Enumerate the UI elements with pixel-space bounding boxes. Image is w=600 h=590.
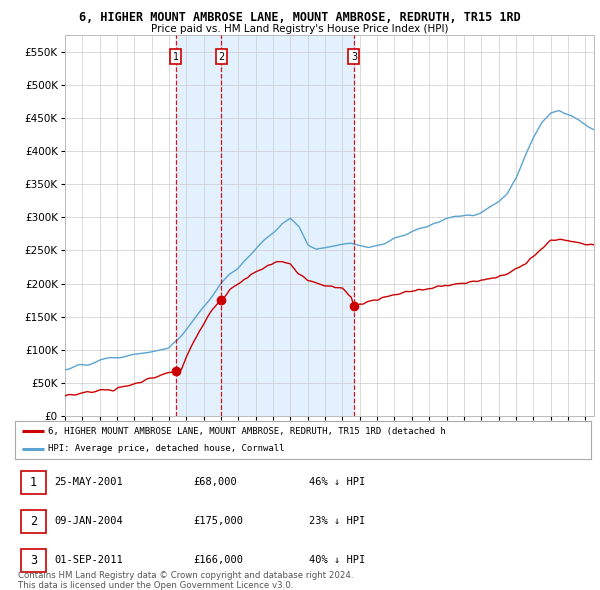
Text: 01-SEP-2011: 01-SEP-2011 [54,555,123,565]
Text: HPI: Average price, detached house, Cornwall: HPI: Average price, detached house, Corn… [49,444,285,453]
FancyBboxPatch shape [21,510,46,533]
Text: 09-JAN-2004: 09-JAN-2004 [54,516,123,526]
Bar [176,35,221,416]
Text: £166,000: £166,000 [194,555,244,565]
Text: Contains HM Land Registry data © Crown copyright and database right 2024.: Contains HM Land Registry data © Crown c… [18,571,353,580]
Text: £175,000: £175,000 [194,516,244,526]
Text: 25-MAY-2001: 25-MAY-2001 [54,477,123,487]
Text: 46% ↓ HPI: 46% ↓ HPI [309,477,365,487]
Text: 6, HIGHER MOUNT AMBROSE LANE, MOUNT AMBROSE, REDRUTH, TR15 1RD (detached h: 6, HIGHER MOUNT AMBROSE LANE, MOUNT AMBR… [49,427,446,435]
Text: 1: 1 [30,476,37,489]
Text: This data is licensed under the Open Government Licence v3.0.: This data is licensed under the Open Gov… [18,581,293,590]
Text: 40% ↓ HPI: 40% ↓ HPI [309,555,365,565]
Text: £68,000: £68,000 [194,477,238,487]
Text: 2: 2 [218,51,224,61]
Text: 3: 3 [351,51,357,61]
FancyBboxPatch shape [21,471,46,494]
Text: 3: 3 [30,554,37,567]
Bar [221,35,354,416]
FancyBboxPatch shape [21,549,46,572]
Text: Price paid vs. HM Land Registry's House Price Index (HPI): Price paid vs. HM Land Registry's House … [151,24,449,34]
Text: 23% ↓ HPI: 23% ↓ HPI [309,516,365,526]
Text: 1: 1 [173,51,179,61]
Text: 2: 2 [30,515,37,528]
Text: 6, HIGHER MOUNT AMBROSE LANE, MOUNT AMBROSE, REDRUTH, TR15 1RD: 6, HIGHER MOUNT AMBROSE LANE, MOUNT AMBR… [79,11,521,24]
